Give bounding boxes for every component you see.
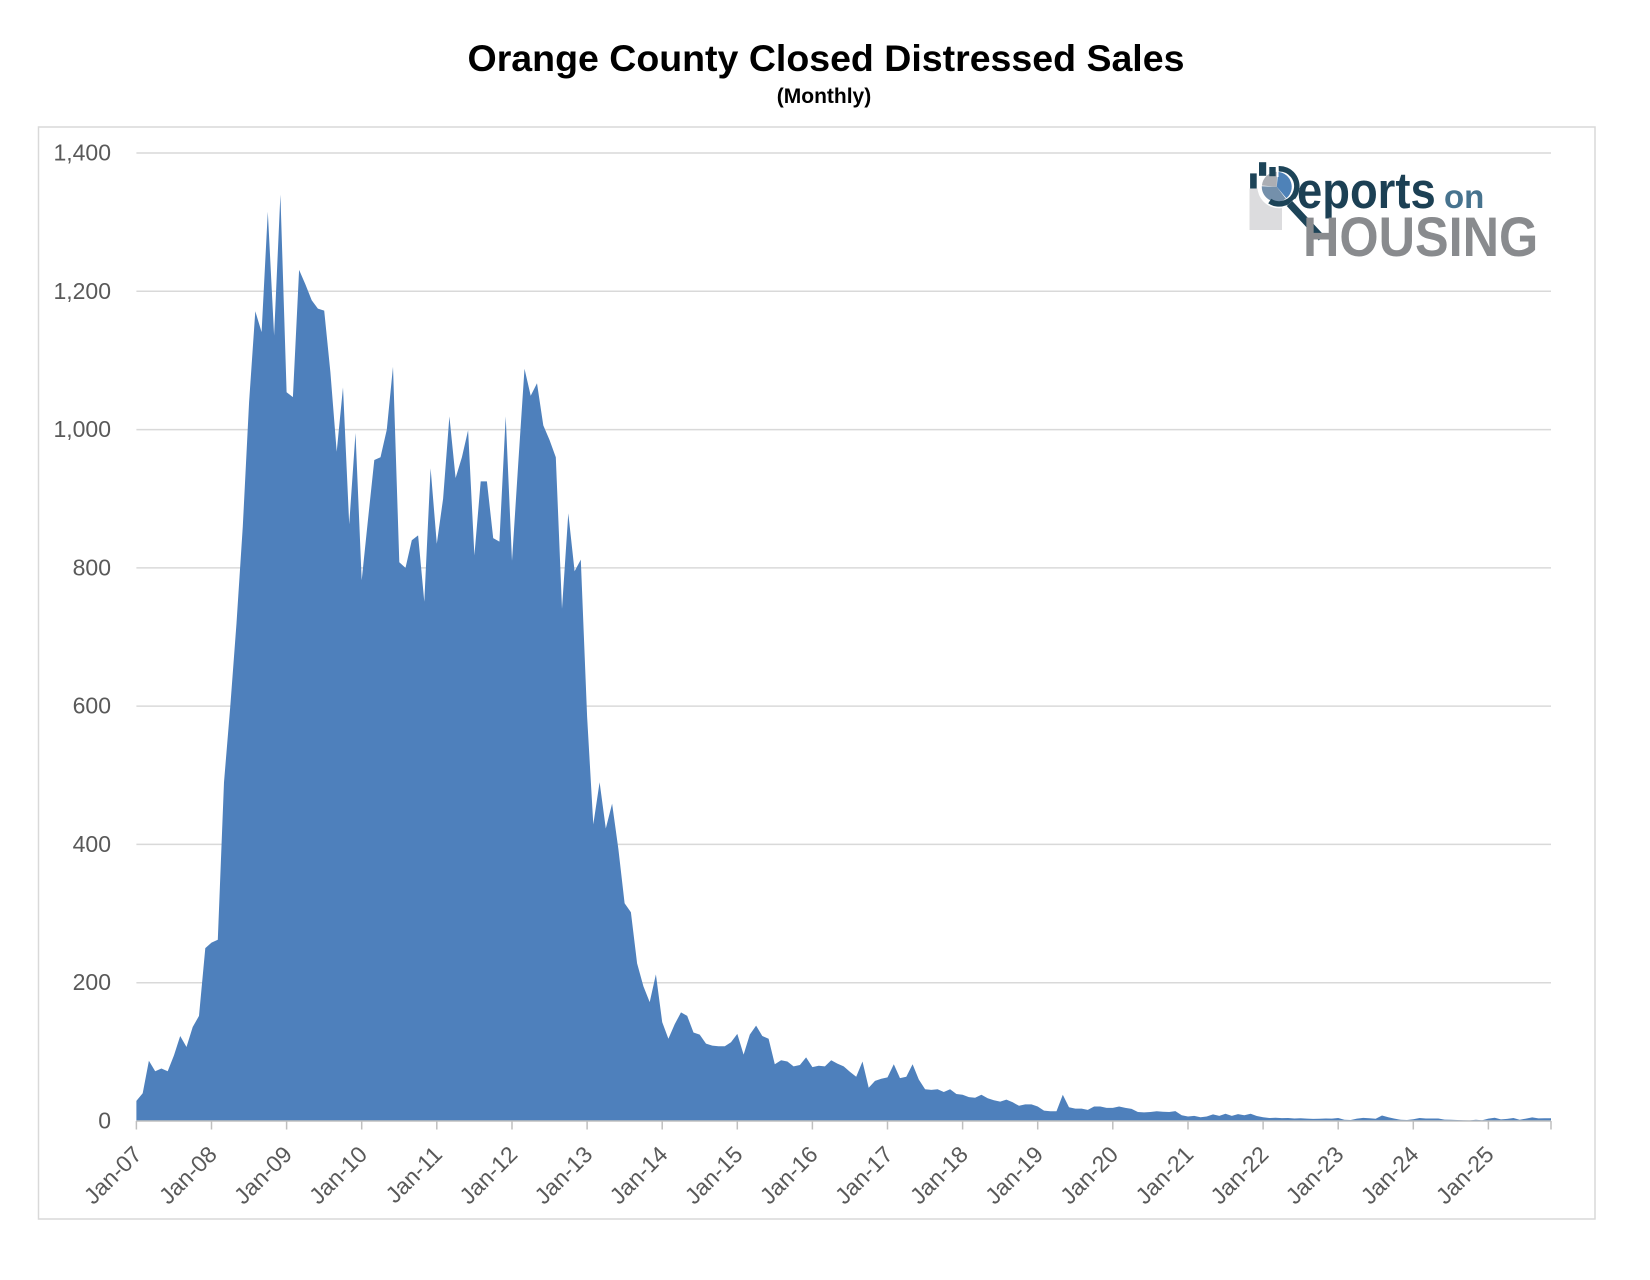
svg-text:Orange County Closed Distresse: Orange County Closed Distressed Sales (468, 37, 1185, 79)
svg-text:1,000: 1,000 (53, 416, 111, 442)
svg-text:400: 400 (73, 831, 111, 857)
svg-text:on: on (1444, 178, 1484, 215)
svg-text:1,200: 1,200 (53, 278, 111, 304)
svg-text:600: 600 (73, 693, 111, 719)
svg-text:eports: eports (1297, 163, 1436, 220)
svg-text:HOUSING: HOUSING (1303, 207, 1538, 269)
svg-text:(Monthly): (Monthly) (777, 85, 871, 108)
svg-text:200: 200 (73, 969, 111, 995)
svg-text:800: 800 (73, 554, 111, 580)
svg-text:1,400: 1,400 (53, 140, 111, 166)
svg-text:0: 0 (98, 1108, 111, 1134)
